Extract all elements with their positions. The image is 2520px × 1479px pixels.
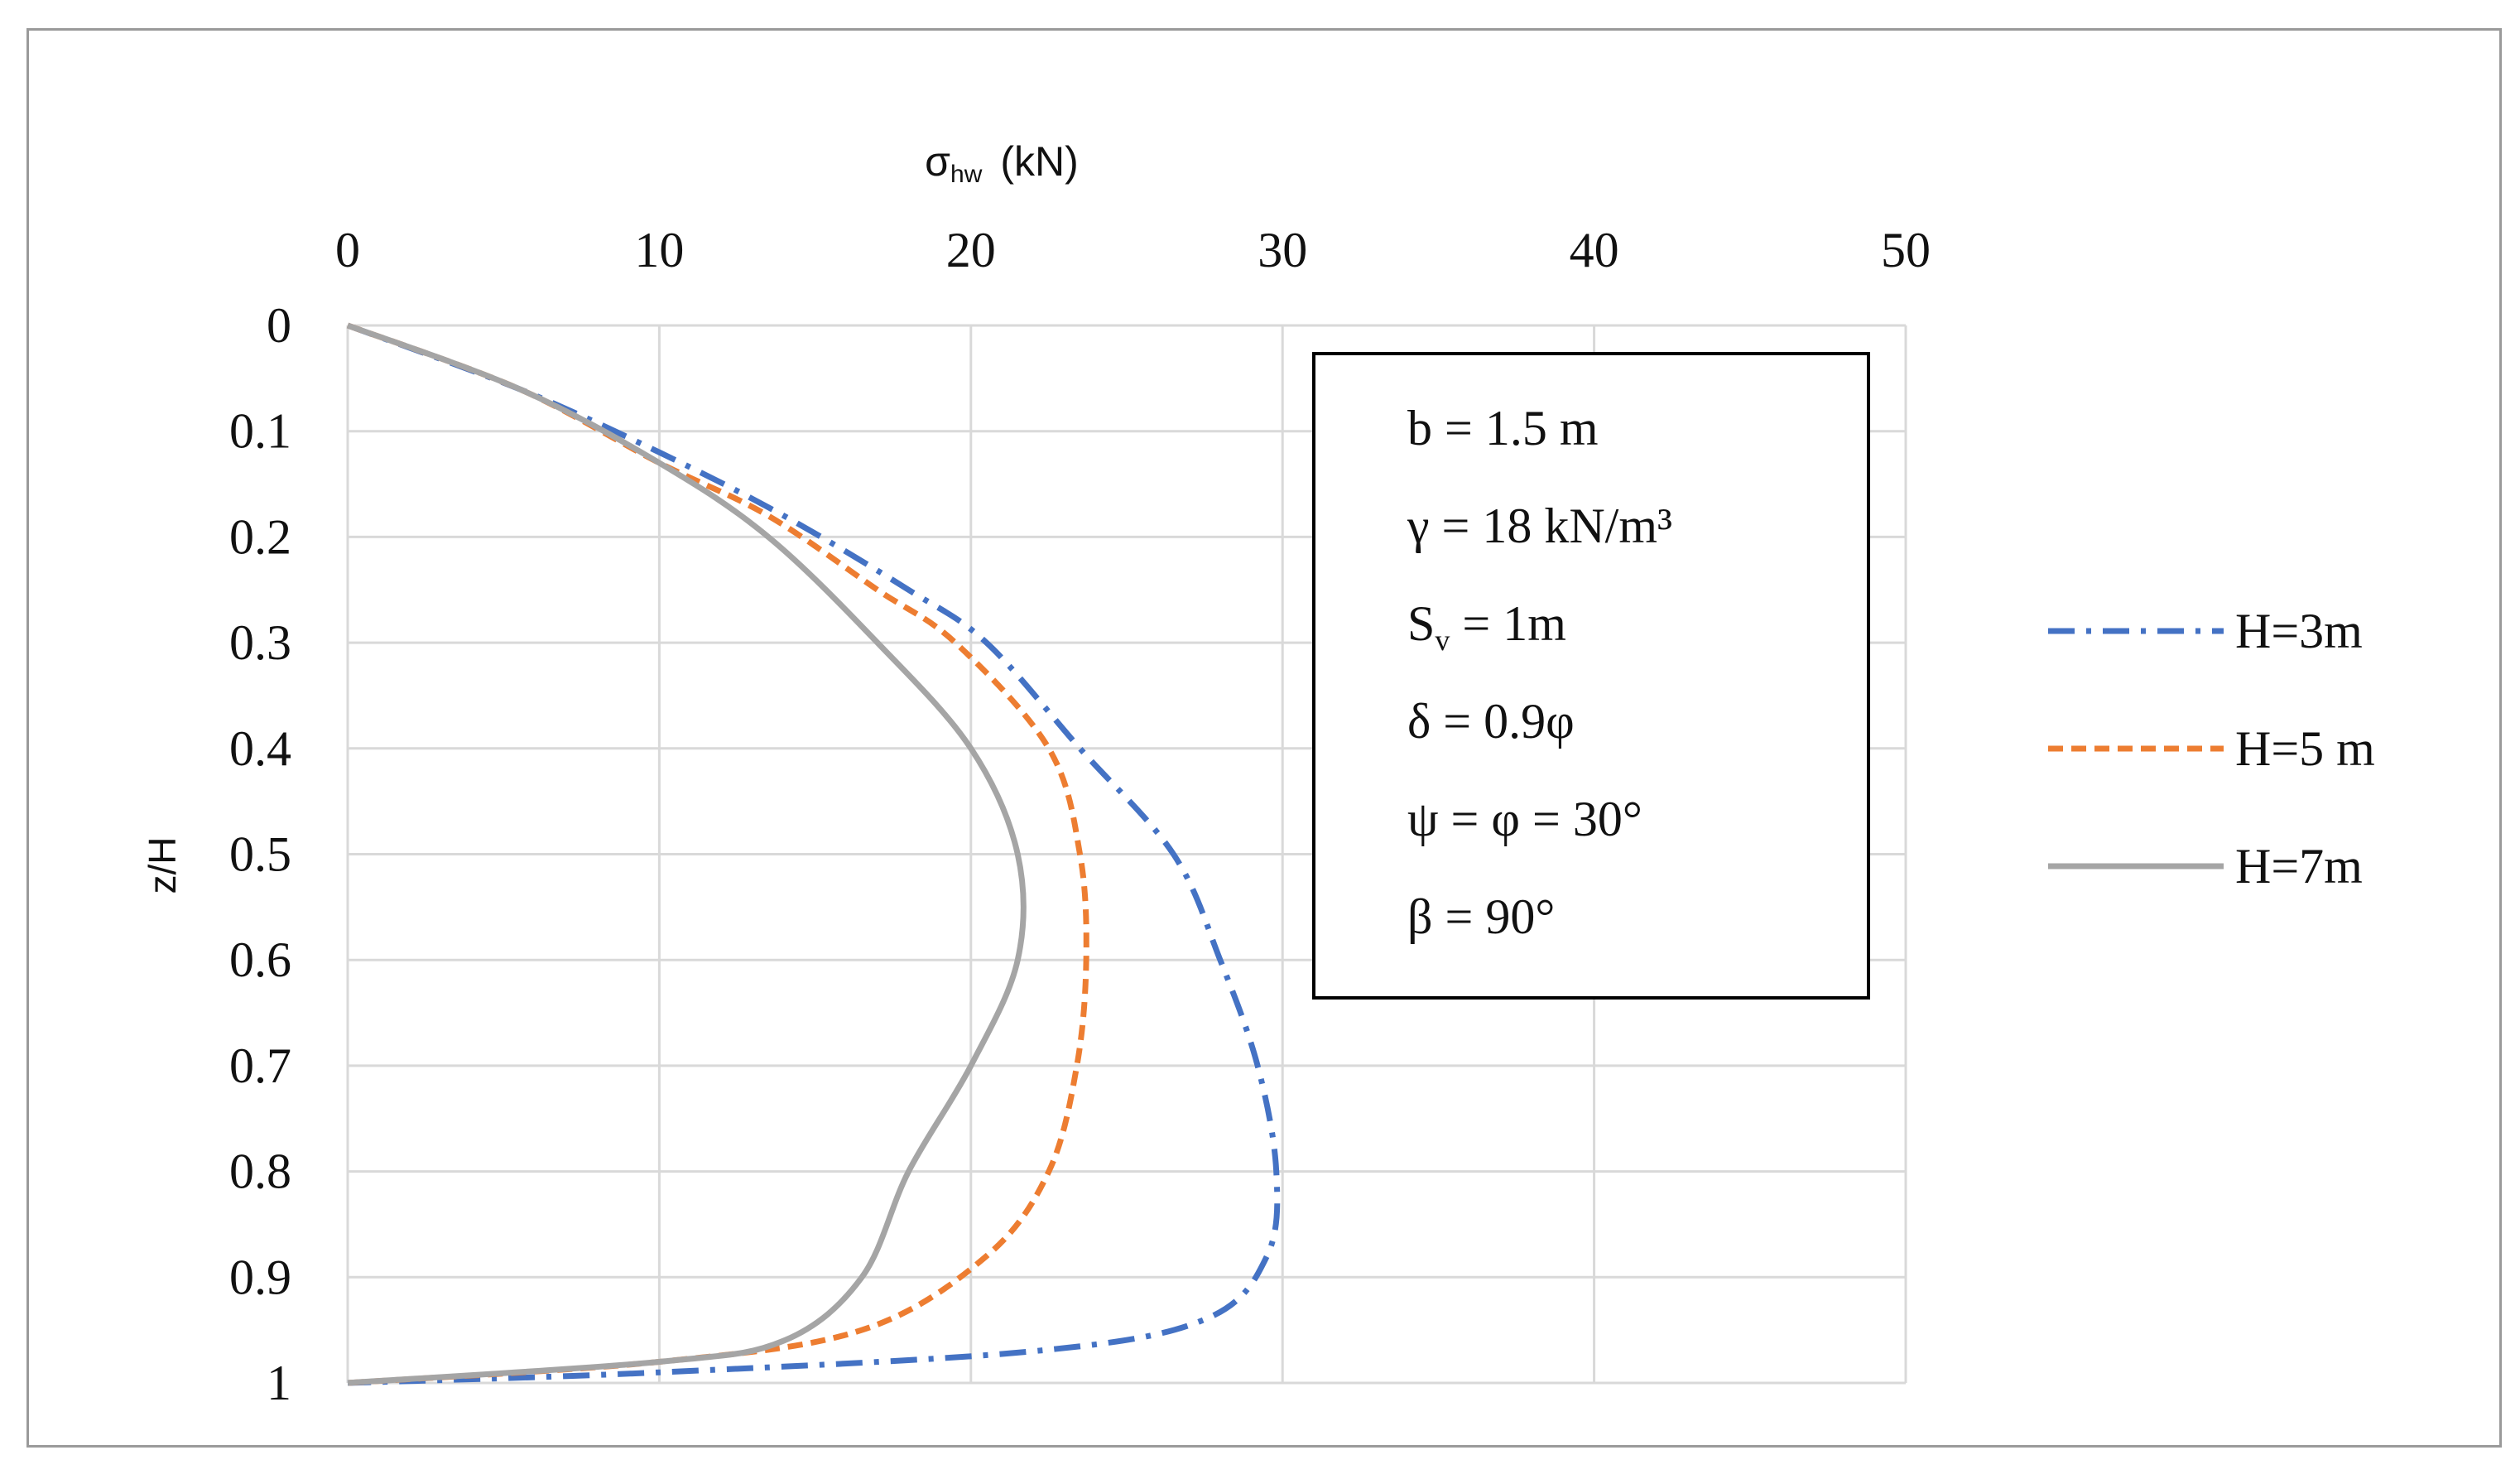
x-tick-label: 0 — [335, 223, 360, 277]
x-tick-labels: 0 10 20 30 40 50 — [335, 223, 1931, 277]
y-tick-label: 0.8 — [229, 1144, 291, 1199]
legend-label: H=3m — [2235, 604, 2363, 658]
y-tick-label: 0.1 — [229, 404, 291, 459]
y-tick-label: 0.6 — [229, 932, 291, 987]
y-tick-label: 0.4 — [229, 721, 291, 776]
legend-label: H=5 m — [2235, 721, 2375, 776]
legend-item: H=7m — [2048, 839, 2363, 894]
annotation-line: Sv = 1m — [1407, 596, 1566, 657]
annotation-line: δ = 0.9φ — [1407, 694, 1575, 749]
annotation-line: ψ = φ = 30° — [1407, 792, 1642, 846]
y-tick-label: 1 — [267, 1356, 291, 1410]
annotation-line: b = 1.5 m — [1407, 401, 1599, 455]
y-tick-label: 0.2 — [229, 509, 291, 564]
x-tick-label: 20 — [946, 223, 996, 277]
y-tick-label: 0.9 — [229, 1250, 291, 1304]
legend: H=3m H=5 m H=7m — [2048, 604, 2375, 894]
x-axis-label: σhw (kN) — [925, 138, 1079, 188]
x-tick-label: 10 — [634, 223, 684, 277]
annotation-line: β = 90° — [1407, 889, 1555, 944]
x-tick-label: 50 — [1881, 223, 1931, 277]
annotation-box: b = 1.5 m γ = 18 kN/m³ Sv = 1m δ = 0.9φ ψ = … — [1314, 354, 1868, 998]
y-tick-label: 0.5 — [229, 827, 291, 882]
annotation-line: γ = 18 kN/m³ — [1407, 499, 1672, 553]
x-tick-label: 30 — [1258, 223, 1307, 277]
x-tick-label: 40 — [1570, 223, 1619, 277]
y-axis-label: z/H — [141, 837, 184, 894]
legend-item: H=3m — [2048, 604, 2363, 658]
legend-item: H=5 m — [2048, 721, 2375, 776]
y-tick-label: 0 — [267, 298, 291, 353]
legend-label: H=7m — [2235, 839, 2363, 894]
y-tick-label: 0.3 — [229, 615, 291, 670]
y-tick-label: 0.7 — [229, 1038, 291, 1093]
y-tick-labels: 0 0.1 0.2 0.3 0.4 0.5 0.6 0.7 0.8 0.9 1 — [229, 298, 291, 1410]
